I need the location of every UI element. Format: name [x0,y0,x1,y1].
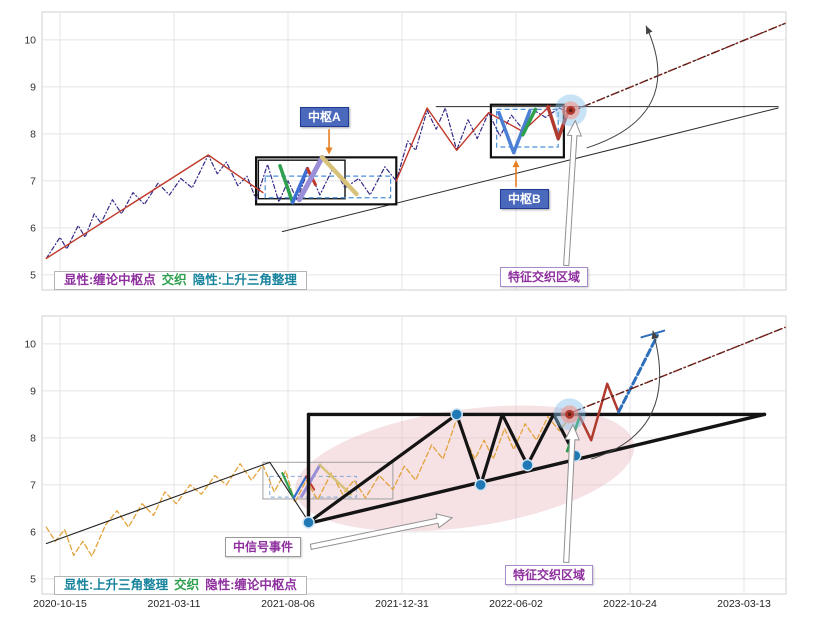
legend-strip-bottom: 显性:上升三角整理 交织 隐性:缠论中枢点 [54,576,307,595]
signal-event-arrow [309,513,454,550]
breakout-arrow [651,330,659,340]
feature-zone-label-top: 特征交织区域 [500,267,589,287]
signal-glow [567,412,572,417]
mini-pivot-box [262,461,394,500]
pivot-a-label: 中枢A [300,107,349,127]
y-tick-label: 9 [30,81,36,93]
pivot-dot [474,478,487,492]
legend-part-interweave: 交织 [174,578,200,592]
legend-part-implicit: 隐性:缠论中枢点 [205,578,297,592]
signal-event-label: 中信号事件 [225,537,302,557]
mini-stroke-khaki [318,463,352,496]
y-tick-label: 7 [30,175,36,187]
stroke-green-2 [521,107,538,137]
y-tick-label: 9 [30,385,36,397]
price-series [45,416,572,557]
legend-part-explicit: 显性:上升三角整理 [64,578,169,592]
y-tick-label: 6 [30,222,36,234]
pivot-b-arrow [512,160,520,168]
legend-part-implicit: 隐性:上升三角整理 [192,273,297,287]
legend-strip-top: 显性:缠论中枢点 交织 隐性:上升三角整理 [54,271,307,290]
pivot-dot [521,458,534,472]
mini-stroke-green [281,472,295,500]
triangle-hypotenuse [306,412,767,526]
x-tick-label: 2021-08-06 [261,598,315,610]
stroke-blue-1 [290,166,310,205]
projection-overlay [572,326,786,413]
y-tick-label: 8 [30,128,36,140]
y-tick-label: 5 [30,573,36,585]
stroke-khaki [319,155,359,197]
x-tick-label: 2021-03-11 [148,598,201,610]
legend-part-explicit: 显性:缠论中枢点 [64,273,156,287]
stroke-blue-steep [617,333,659,414]
breakout-arrow [645,25,653,35]
stroke-green-1 [278,164,295,205]
feature-zone-label-bottom: 特征交织区域 [505,565,594,585]
pivot-a-dashed-zone [264,175,392,199]
support-line [281,107,779,233]
x-tick-label: 2023-03-13 [717,598,771,610]
stroke-red-3 [578,382,620,442]
feature-zone-arrow [563,119,583,267]
pivot-box-b [489,103,565,159]
y-tick-label: 10 [24,34,36,46]
stroke-lavender [296,154,325,203]
y-tick-label: 5 [30,269,36,281]
mini-stroke-lavender [300,463,322,498]
y-tick-label: 8 [30,432,36,444]
panel-top: 5 6 7 8 9 10 [24,11,787,291]
pivot-b-label: 中枢B [500,189,549,209]
stroke-blue-v [497,109,532,155]
stroke-red-2 [546,104,571,141]
breakout-arrow [586,25,659,149]
y-tick-label: 7 [30,479,36,491]
pivot-dot [450,408,463,421]
panel-bottom: 5 6 7 8 9 10 [24,315,787,595]
x-tick-label: 2021-12-31 [375,598,429,610]
x-tick-label: 2020-10-15 [33,598,87,610]
x-tick-label: 2022-10-24 [603,598,657,610]
pivot-dot [302,516,315,529]
feature-zone-arrow [563,423,580,564]
y-tick-label: 10 [24,338,36,350]
y-tick-label: 6 [30,526,36,538]
trend-thin [45,461,310,545]
pivot-a-arrow [325,147,333,155]
legend-part-interweave: 交织 [161,273,187,287]
projection-overlay [567,22,786,114]
breakout-arrow [591,330,661,460]
highlight-ellipse [295,405,635,532]
x-tick-label: 2022-06-02 [489,598,543,610]
mini-stroke-blue [292,475,308,500]
trend-red-a [45,154,264,260]
plot-area [41,315,787,595]
plot-area [41,11,787,291]
signal-glow [568,108,573,113]
